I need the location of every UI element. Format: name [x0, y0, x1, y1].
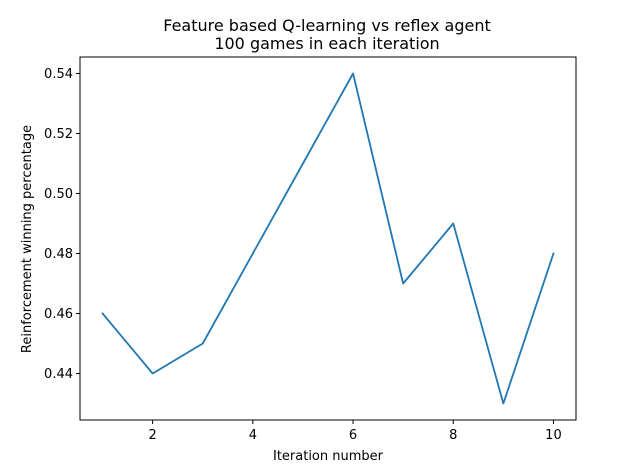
y-tick-label: 0.44: [44, 367, 73, 382]
plot-frame: [79, 56, 577, 421]
series-line-0: [101, 72, 555, 405]
x-axis-label: Iteration number: [273, 449, 384, 464]
plot-area: 2 4 6 8 10 0.44 0.46 0.48 0.50 0.52 0.54: [44, 67, 562, 443]
chart-title: Feature based Q-learning vs reflex agent: [163, 16, 490, 35]
x-tick-label: 10: [545, 428, 562, 443]
x-tick-label: 2: [149, 428, 157, 443]
x-tick-label: 6: [349, 428, 357, 443]
x-tick-label: 4: [249, 428, 257, 443]
y-axis-label: Reinforcement winning percentage: [20, 125, 35, 353]
x-tick-label: 8: [449, 428, 457, 443]
y-tick-label: 0.46: [44, 307, 73, 322]
y-tick-label: 0.50: [44, 187, 73, 202]
y-tick-label: 0.52: [44, 127, 73, 142]
y-tick-label: 0.54: [44, 67, 73, 82]
chart-subtitle: 100 games in each iteration: [214, 34, 439, 53]
y-tick-label: 0.48: [44, 247, 73, 262]
